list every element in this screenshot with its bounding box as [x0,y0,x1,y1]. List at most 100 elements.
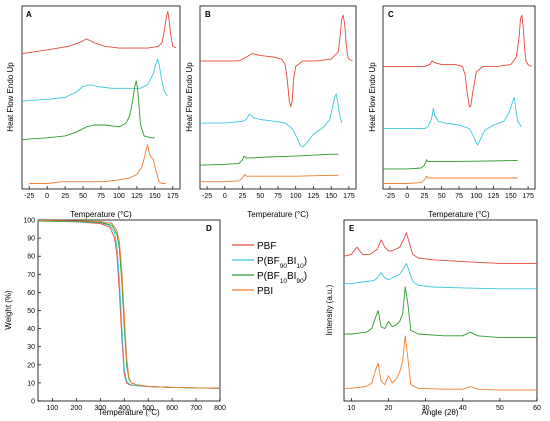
panel-d-ytick-label: 80 [27,254,35,261]
panel-d-ytick-label: 90 [27,236,35,243]
panel-e-plot: 10 20 30 40 50 60 [343,232,541,412]
panel-c-series-pbf [383,14,532,108]
panel-d: D 100 200 300 400 500 600 700 800 0 10 20 30 40 50 60 7… [4,218,226,418]
panel-e-xtick-label: 40 [459,405,467,412]
panel-b-series-pbf [200,14,353,108]
panel-d-series-pbi [37,219,221,389]
panel-c-ylabel: Heat Flow Endo Up [368,62,377,132]
panel-e-xtick-label: 60 [533,405,541,412]
panel-d-series-bf10 [37,220,221,389]
panel-d-xtick-label: 600 [166,405,178,412]
panel-b-label: B [205,10,211,19]
panel-b-xtick-label: 0 [223,193,227,200]
panel-d-xtick-label: 100 [47,405,59,412]
panel-b-xtick-label: 100 [290,193,302,200]
panel-c-xtick-label: 175 [522,193,534,200]
panel-d-ytick-label: 40 [27,326,35,333]
panel-c-label: C [388,10,394,19]
panel-d-xtick-label: 800 [214,405,226,412]
panel-a-xtick-label: 175 [167,193,179,200]
panel-a-series-bf10 [21,80,155,141]
panel-d-xtick-label: 200 [70,405,82,412]
panel-d-ytick-label: 50 [27,308,35,315]
panel-d-series-pbf [37,220,221,389]
panel-e-series-pbf [343,232,537,264]
panel-d-ytick-label: 10 [27,380,35,387]
panel-a-xlabel: Temperature (°C) [70,210,132,219]
panel-a-series-pbi [29,144,166,184]
panel-c-xtick-label: 0 [405,193,409,200]
panel-a-xtick-label: 75 [97,193,105,200]
panel-e-series-bf10 [344,286,537,339]
panel-b-plot: -25 0 25 50 75 100 125 150 175 [199,14,355,200]
panel-b-xtick-label: -25 [202,193,212,200]
panel-c-xtick-label: 50 [438,193,446,200]
panel-d-ylabel: Weight (%) [4,290,13,330]
panel-d-series-bf90 [37,220,221,389]
panel-b: B -25 0 25 50 75 100 125 150 175 Temperature (°C… [185,5,357,219]
panel-d-ytick-label: 70 [27,272,35,279]
panel-e-ylabel: Intensity (a.u.) [325,284,334,335]
panel-c-xtick-label: 150 [505,193,517,200]
legend-label-bf10: P(BF10BI90) [257,271,307,285]
panel-c-xlabel: Temperature (°C) [428,210,490,219]
panel-e-xlabel: Angle (2θ) [422,408,459,417]
panel-c-series-bf90 [383,97,522,146]
panel-e-xtick-label: 30 [422,405,430,412]
panel-e-series-pbi [344,335,537,391]
panel-b-xtick-label: 175 [343,193,355,200]
panel-b-series-bf10 [199,153,339,166]
panel-d-xtick-label: 400 [118,405,130,412]
panel-a: A -25 0 25 50 75 100 125 150 175 Temperature (°C… [6,5,181,219]
panel-c-xtick-label: 125 [488,193,500,200]
panel-a-label: A [26,10,32,19]
panel-d-ytick-label: 60 [27,290,35,297]
panel-d-xlabel: Temperature (°C) [98,408,160,417]
panel-c-series-pbi [383,175,518,184]
panel-b-ylabel: Heat Flow Endo Up [185,62,194,132]
panel-c-xtick-label: 100 [470,193,482,200]
panel-e-series-bf90 [344,262,537,290]
panel-b-xtick-label: 125 [308,193,320,200]
panel-c-xtick-label: 75 [455,193,463,200]
legend: PBF P(BF90BI10)P(BF10BI90)PBI [232,241,307,297]
panel-c-plot: -25 0 25 50 75 100 125 150 175 [383,14,534,200]
panel-d-ytick-label: 20 [27,362,35,369]
panel-e: E 10 20 30 40 50 60 Angle (2θ) Intensity (a.u… [325,219,541,417]
panel-a-xtick-label: -25 [24,193,34,200]
panel-d-ytick-label: 100 [23,218,35,225]
panel-d-xtick-label: 700 [190,405,202,412]
panel-d-xtick-label: 500 [142,405,154,412]
panel-d-plot: 100 200 300 400 500 600 700 800 0 10 20 30 40 50 60 70 8… [23,218,226,413]
panel-e-xtick-label: 50 [496,405,504,412]
panel-c-xtick-label: -25 [385,193,395,200]
panel-e-xtick-label: 20 [385,405,393,412]
legend-label-bf90: P(BF90BI10) [257,256,307,270]
panel-b-xtick-label: 75 [274,193,282,200]
panel-a-xtick-label: 0 [45,193,49,200]
panel-a-xtick-label: 150 [149,193,161,200]
panel-e-label: E [349,224,355,233]
panel-a-xtick-label: 125 [131,193,143,200]
panel-b-xlabel: Temperature (°C) [247,210,309,219]
panel-b-frame [199,5,357,190]
panel-c-xtick-label: 25 [421,193,429,200]
panel-d-xtick-label: 300 [94,405,106,412]
panel-a-series-bf90 [21,58,169,102]
panel-a-xtick-label: 25 [61,193,69,200]
panel-a-frame [21,5,181,190]
legend-label-pbf: PBF [257,241,276,252]
panel-c-series-bf10 [383,159,518,170]
panel-d-label: D [206,224,212,233]
panel-e-frame [343,219,538,402]
panel-b-series-pbi [200,173,339,183]
panel-d-ytick-label: 30 [27,344,35,351]
panel-b-xtick-label: 150 [325,193,337,200]
panel-d-ytick-label: 0 [31,399,35,406]
panel-b-xtick-label: 25 [239,193,247,200]
panel-a-series-pbf [21,11,177,55]
panel-b-xtick-label: 50 [256,193,264,200]
legend-label-pbi: PBI [257,286,273,297]
panel-e-xtick-label: 10 [348,405,356,412]
panel-a-plot: -25 0 25 50 75 100 125 150 175 [21,11,179,200]
